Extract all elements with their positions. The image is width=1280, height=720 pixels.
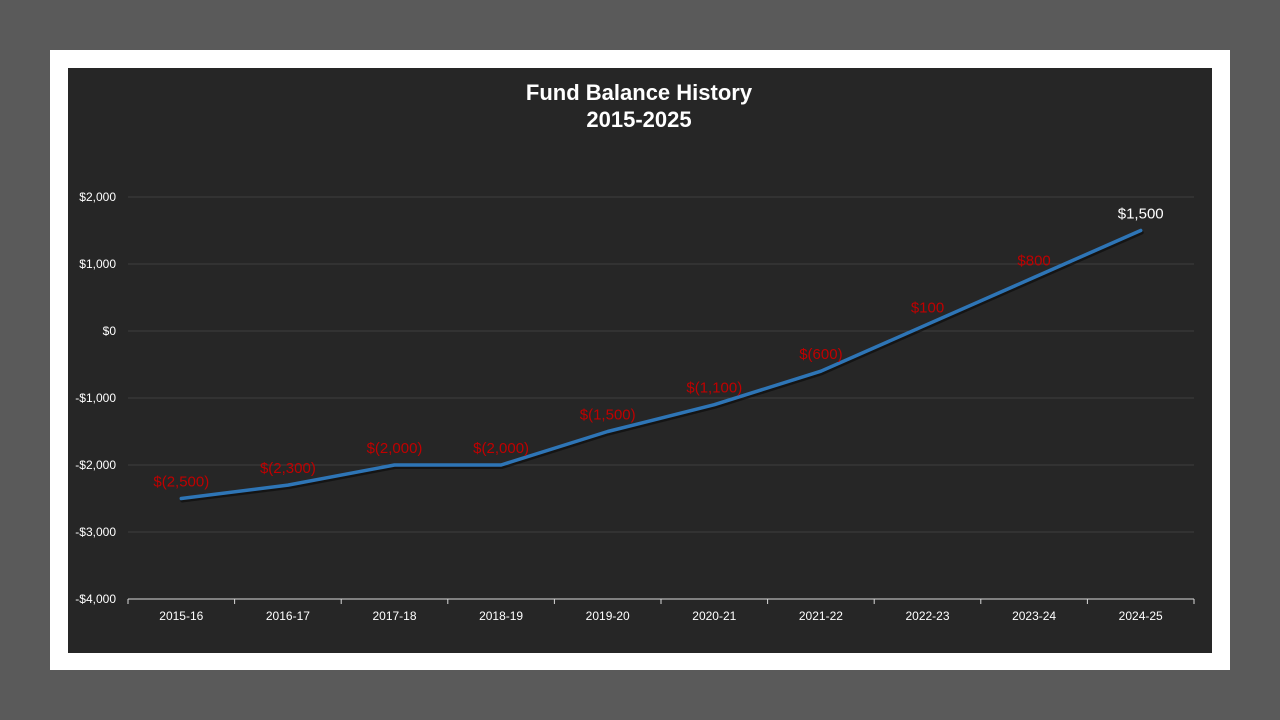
series-line-shadow	[180, 230, 1144, 503]
x-tick-label: 2019-20	[586, 609, 630, 623]
x-tick-label: 2017-18	[372, 609, 416, 623]
y-tick-label: $1,000	[79, 257, 116, 271]
data-label: $(600)	[799, 346, 842, 363]
data-label: $1,500	[1118, 206, 1164, 223]
series-line	[179, 228, 1143, 501]
data-label: $(1,500)	[580, 407, 636, 424]
x-tick-label: 2018-19	[479, 609, 523, 623]
data-label: $(2,300)	[260, 460, 316, 477]
x-tick-label: 2022-23	[905, 609, 949, 623]
data-label: $100	[911, 299, 944, 316]
y-tick-label: $2,000	[79, 190, 116, 204]
x-tick-label: 2024-25	[1119, 609, 1163, 623]
x-tick-label: 2015-16	[159, 609, 203, 623]
chart-title: Fund Balance History	[526, 80, 753, 105]
x-tick-label: 2020-21	[692, 609, 736, 623]
data-label: $(2,000)	[473, 440, 529, 457]
data-label: $800	[1017, 252, 1050, 269]
data-label: $(1,100)	[686, 380, 742, 397]
x-axis: 2015-16 2016-17 2017-18 2018-19 2019-20 2020-…	[127, 598, 1195, 623]
y-axis-ticks: $2,000 $1,000 $0 -$1,000 -$2,000 -$3,000 -$4,0…	[75, 190, 116, 606]
chart-area: Fund Balance History 2015-2025 $2,000 $1,…	[68, 68, 1212, 653]
y-tick-label: -$4,000	[75, 592, 116, 606]
chart-subtitle: 2015-2025	[586, 107, 691, 132]
data-labels: $(2,500) $(2,300) $(2,000) $(2,000) $(1,500)…	[153, 206, 1163, 491]
line-chart: Fund Balance History 2015-2025 $2,000 $1,…	[75, 80, 1195, 623]
gridlines	[128, 196, 1194, 533]
x-tick-label: 2016-17	[266, 609, 310, 623]
x-tick-label: 2023-24	[1012, 609, 1056, 623]
x-tick-label: 2021-22	[799, 609, 843, 623]
y-tick-label: -$2,000	[75, 458, 116, 472]
data-label: $(2,000)	[367, 440, 423, 457]
y-tick-label: $0	[103, 324, 117, 338]
y-tick-label: -$3,000	[75, 525, 116, 539]
y-tick-label: -$1,000	[75, 391, 116, 405]
series-lines	[179, 228, 1144, 503]
data-label: $(2,500)	[153, 474, 209, 491]
